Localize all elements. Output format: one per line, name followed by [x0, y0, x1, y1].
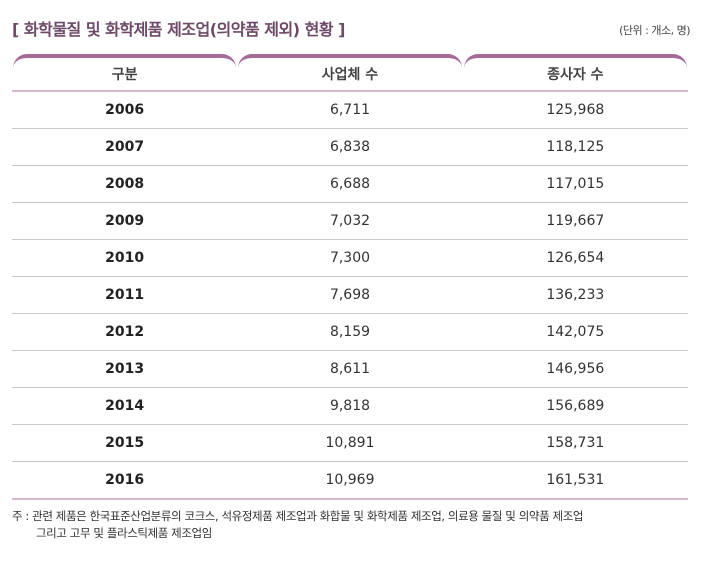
cell-employees: 117,015: [546, 176, 605, 192]
table-row: 2010 7,300 126,654: [12, 240, 688, 277]
cell-year: 2009: [105, 213, 145, 229]
table-row: 2014 9,818 156,689: [12, 388, 688, 425]
table-row: 2012 8,159 142,075: [12, 314, 688, 351]
cell-businesses: 10,969: [325, 472, 375, 488]
stats-table: 구분 사업체 수 종사자 수 2006 6,711 125,968 2007 6,838…: [12, 54, 688, 500]
cell-year: 2015: [105, 435, 145, 451]
cell-year: 2011: [105, 287, 145, 303]
cell-businesses: 8,159: [329, 324, 371, 340]
footnote-line-1: 주 : 관련 제품은 한국표준산업분류의 코크스, 석유정제품 제조업과 화합물…: [12, 509, 584, 523]
header-businesses: 사업체 수: [238, 54, 462, 90]
cell-year: 2007: [105, 139, 145, 155]
cell-employees: 118,125: [546, 139, 605, 155]
cell-year: 2006: [105, 102, 145, 118]
cell-employees: 136,233: [546, 287, 605, 303]
cell-businesses: 7,032: [329, 213, 371, 229]
table-header: 구분 사업체 수 종사자 수: [12, 54, 688, 92]
cell-employees: 119,667: [546, 213, 605, 229]
table-row: 2006 6,711 125,968: [12, 92, 688, 129]
table-row: 2007 6,838 118,125: [12, 129, 688, 166]
table-row: 2016 10,969 161,531: [12, 462, 688, 500]
cell-employees: 125,968: [546, 102, 605, 118]
cell-employees: 161,531: [546, 472, 605, 488]
cell-businesses: 7,698: [329, 287, 371, 303]
cell-year: 2013: [105, 361, 145, 377]
unit-label: (단위 : 개소, 명): [619, 24, 690, 37]
footnote: 주 : 관련 제품은 한국표준산업분류의 코크스, 석유정제품 제조업과 화합물…: [12, 508, 583, 542]
cell-year: 2012: [105, 324, 145, 340]
cell-year: 2008: [105, 176, 145, 192]
table-title: [ 화학물질 및 화학제품 제조업(의약품 제외) 현황 ]: [12, 20, 345, 39]
cell-businesses: 10,891: [325, 435, 375, 451]
cell-year: 2014: [105, 398, 145, 414]
cell-year: 2016: [105, 472, 145, 488]
cell-businesses: 9,818: [329, 398, 371, 414]
table-row: 2011 7,698 136,233: [12, 277, 688, 314]
cell-year: 2010: [105, 250, 145, 266]
cell-businesses: 8,611: [329, 361, 371, 377]
cell-employees: 126,654: [546, 250, 605, 266]
table-body: 2006 6,711 125,968 2007 6,838 118,125 2008 6,68…: [12, 92, 688, 500]
cell-businesses: 6,711: [329, 102, 371, 118]
cell-employees: 146,956: [546, 361, 605, 377]
table-row: 2013 8,611 146,956: [12, 351, 688, 388]
table-row: 2015 10,891 158,731: [12, 425, 688, 462]
cell-employees: 158,731: [546, 435, 605, 451]
footnote-line-2: 그리고 고무 및 플라스틱제품 제조업임: [36, 526, 212, 540]
cell-employees: 142,075: [546, 324, 605, 340]
cell-businesses: 6,688: [329, 176, 371, 192]
cell-employees: 156,689: [546, 398, 605, 414]
cell-businesses: 6,838: [329, 139, 371, 155]
table-row: 2008 6,688 117,015: [12, 166, 688, 203]
header-year: 구분: [13, 54, 237, 90]
table-row: 2009 7,032 119,667: [12, 203, 688, 240]
header-employees: 종사자 수: [463, 54, 687, 90]
cell-businesses: 7,300: [329, 250, 371, 266]
